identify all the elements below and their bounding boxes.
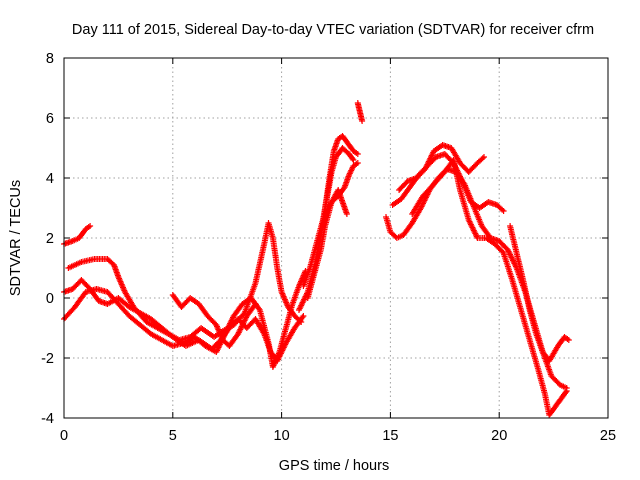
y-tick-label: 8: [46, 51, 54, 67]
plus-markers: [383, 166, 570, 391]
plus-markers: [322, 187, 350, 217]
y-tick-label: -2: [41, 351, 54, 367]
y-axis-label: SDTVAR / TECUs: [8, 180, 24, 296]
plot-frame: [63, 57, 609, 419]
series-arc-9: [322, 187, 350, 217]
y-tick-label: 0: [46, 291, 54, 307]
plus-markers: [169, 292, 259, 349]
y-tick-label: 6: [46, 111, 54, 127]
plus-markers: [396, 142, 487, 193]
x-tick-label: 20: [491, 428, 507, 444]
plus-markers: [354, 100, 366, 124]
x-tick-label: 10: [274, 428, 290, 444]
series-arc-15: [507, 223, 572, 364]
x-tick-label: 0: [60, 428, 68, 444]
x-axis-label: GPS time / hours: [279, 458, 389, 474]
grid: [64, 58, 608, 418]
series-arc-1: [61, 223, 94, 247]
series-arc-5: [169, 292, 259, 349]
x-tick-label: 15: [382, 428, 398, 444]
y-tick-label: 4: [46, 171, 54, 187]
plus-markers: [409, 157, 570, 418]
chart-title: Day 111 of 2015, Sidereal Day-to-day VTE…: [72, 22, 594, 38]
x-tick-label: 25: [600, 428, 616, 444]
series-arc-13: [396, 142, 487, 193]
plus-markers: [61, 223, 94, 247]
x-tick-label: 5: [169, 428, 177, 444]
data-points: [61, 100, 572, 418]
plus-markers: [507, 223, 572, 364]
series-arc-11: [383, 166, 570, 391]
series-arc-14: [409, 157, 570, 418]
y-tick-label: 2: [46, 231, 54, 247]
series-arc-10: [354, 100, 366, 124]
axis-ticks: 0 5 10 15 20 25 -4 -2 0 2 4 6 8: [41, 51, 616, 444]
y-tick-label: -4: [41, 411, 54, 427]
